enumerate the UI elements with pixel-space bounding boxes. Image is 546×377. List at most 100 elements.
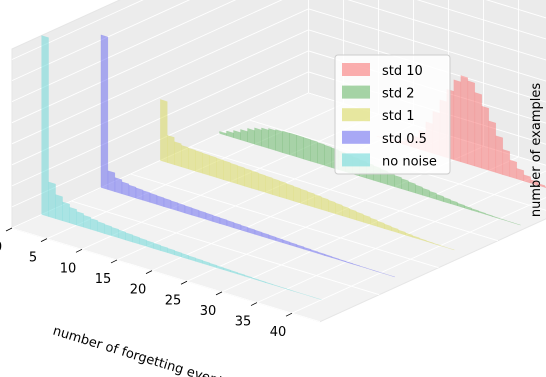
bar [356,211,364,223]
bar [195,150,203,174]
bar [268,128,276,151]
bar [408,181,416,194]
x-tick-label: 35 [235,315,252,330]
bar [464,205,472,211]
bar [317,251,326,256]
bar [191,207,200,218]
bar [324,144,332,168]
bar [303,137,311,162]
legend-swatch [342,85,370,99]
grid-line-z [11,0,546,82]
bar [188,255,196,262]
bar [359,265,368,269]
bar [233,222,242,231]
bar [275,129,283,153]
x-tick-mark [5,227,13,232]
bar [478,210,486,215]
legend-label: std 0.5 [382,132,427,147]
bar [352,263,361,267]
bar [394,175,402,190]
grid-line-z [11,0,546,124]
bar [107,170,116,193]
bar [310,139,318,164]
x-tick-label: 15 [95,272,112,287]
bar [258,279,266,283]
bar [300,292,308,296]
bar [268,234,277,242]
bar [467,80,475,167]
bar [398,229,406,236]
bar [481,105,489,171]
grid-line-depth [71,200,380,296]
bar [198,210,207,220]
x-axis-label: number of forgetting events [51,324,231,377]
x-tick-label: 25 [165,293,182,308]
bar [485,213,493,217]
bar [303,246,312,252]
legend-swatch [342,63,370,76]
bar [125,232,133,243]
bar [275,237,284,244]
bar [509,159,517,180]
bar [426,240,434,244]
bar [321,197,329,212]
bar [174,250,182,258]
bar [342,205,350,219]
bar [223,267,231,273]
bar [163,197,172,210]
bar [205,212,214,222]
bar [412,235,420,240]
bar [317,142,325,166]
bar [160,99,168,163]
bar [111,226,119,239]
grid-line-z [11,29,546,166]
bar [240,129,248,143]
x-tick-mark [180,280,188,285]
bar [170,200,179,212]
bar [272,178,280,197]
bar [181,253,189,260]
bar [244,167,252,189]
bar [296,244,305,250]
bar [495,135,503,175]
x-tick-label: 0 [0,240,2,255]
bar [135,187,144,201]
bar [230,162,238,185]
bar [530,179,538,186]
bar [450,199,458,207]
bar [265,281,273,286]
bar [440,245,448,249]
legend-label: no noise [382,154,437,169]
bar [104,224,112,237]
legend: std 10 std 2 std 1 std 0.5 no noise [334,54,451,175]
bar [415,184,423,196]
bar [405,232,413,238]
bar [261,232,270,239]
bar [251,170,259,191]
bar [177,202,186,214]
grid-line-depth [189,146,499,242]
bar [293,185,301,204]
z-axis-label: number of examples [529,83,544,217]
bar [279,180,287,200]
bar [324,254,333,259]
bar [296,134,304,160]
bar [282,130,290,156]
bar [261,127,269,149]
x-tick-mark [110,259,118,264]
bar [223,160,231,183]
bar [202,260,210,266]
bar [83,214,91,230]
bar [69,206,77,226]
bar [488,120,496,173]
bar [286,288,294,292]
bar [41,35,49,217]
bar [422,187,430,198]
bar [513,222,521,226]
bar [244,274,252,279]
grid-line-z [11,0,144,60]
bar [132,235,140,245]
bar [286,183,294,202]
bar [460,75,468,165]
